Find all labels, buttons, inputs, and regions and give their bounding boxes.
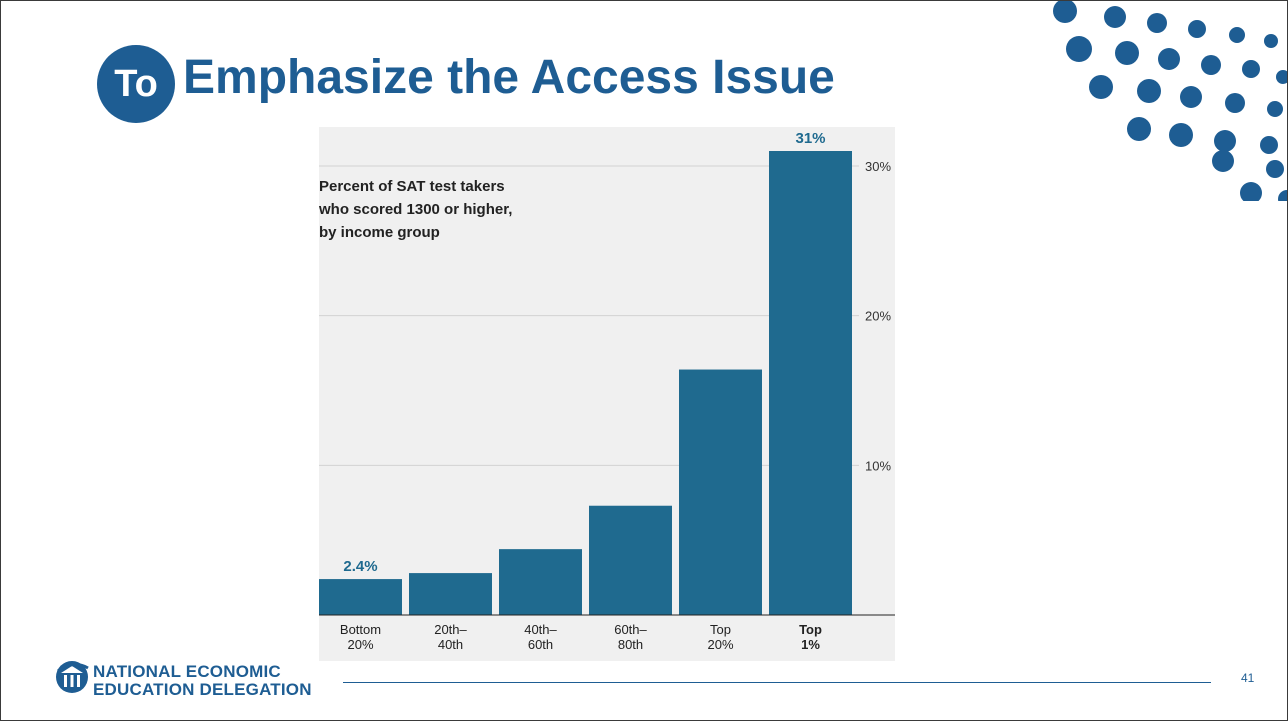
x-tick-label: 40th– [524, 622, 557, 637]
decor-dot [1147, 13, 1167, 33]
decorative-dots-icon [1053, 1, 1287, 201]
slide-title: Emphasize the Access Issue [183, 51, 835, 104]
decor-dot [1229, 27, 1245, 43]
data-label: 31% [795, 130, 825, 147]
decor-dot [1115, 41, 1139, 65]
x-tick-label: Top [710, 622, 731, 637]
decor-dot [1267, 101, 1283, 117]
chart-title-line-1: Percent of SAT test takers [319, 178, 505, 195]
page-number: 41 [1241, 671, 1255, 685]
decor-dot [1180, 86, 1202, 108]
decor-dot [1089, 75, 1113, 99]
decor-dot [1127, 117, 1151, 141]
chart-title-line-3: by income group [319, 224, 440, 241]
y-tick-label: 20% [865, 309, 891, 324]
decor-dot [1266, 160, 1284, 178]
chart-title-line-2: who scored 1300 or higher, [319, 201, 513, 218]
bar-chart: 10%20%30%2.4%Bottom20%20th–40th40th–60th… [319, 130, 895, 652]
decor-dot [1053, 1, 1077, 23]
decor-dot [1264, 34, 1278, 48]
bar [769, 151, 852, 615]
decor-dot [1225, 93, 1245, 113]
bar [589, 505, 672, 615]
x-tick-label: 20th– [434, 622, 467, 637]
decor-dot [1137, 79, 1161, 103]
x-tick-label: 1% [801, 637, 820, 652]
decor-dot [1201, 55, 1221, 75]
decor-dot [1169, 123, 1193, 147]
data-label: 2.4% [343, 558, 377, 575]
building-columns-icon [56, 661, 89, 693]
decor-dot [1104, 6, 1126, 28]
bar [319, 579, 402, 615]
decor-dot [1278, 190, 1287, 201]
decor-dot [1158, 48, 1180, 70]
x-tick-label: 40th [438, 637, 463, 652]
decor-dot [1240, 182, 1262, 201]
y-tick-label: 30% [865, 159, 891, 174]
x-tick-label: 60th– [614, 622, 647, 637]
decor-dot [1260, 136, 1278, 154]
decor-dot [1276, 70, 1287, 84]
footer-divider [343, 682, 1211, 683]
x-tick-label: Bottom [340, 622, 381, 637]
x-tick-label: 20% [707, 637, 733, 652]
y-tick-label: 10% [865, 458, 891, 473]
x-tick-label: 60th [528, 637, 553, 652]
bar [409, 573, 492, 615]
x-tick-label: Top [799, 622, 822, 637]
decor-dot [1188, 20, 1206, 38]
decor-dot [1214, 130, 1236, 152]
bar [499, 549, 582, 615]
org-name-line-2: EDUCATION DELEGATION [93, 680, 312, 699]
chart-area: 10% 20% 30% 2.4% Bottom 20% 20th– 40th 40th– 60th… [319, 127, 895, 661]
chart-title: Percent of SAT test takers who scored 13… [319, 175, 579, 244]
org-name-line-1: NATIONAL ECONOMIC [93, 662, 281, 681]
x-tick-label: 80th [618, 637, 643, 652]
decor-dot [1242, 60, 1260, 78]
decor-dot [1212, 150, 1234, 172]
title-badge: To [97, 45, 175, 123]
x-tick-label: 20% [347, 637, 373, 652]
bar [679, 369, 762, 615]
decor-dot [1066, 36, 1092, 62]
